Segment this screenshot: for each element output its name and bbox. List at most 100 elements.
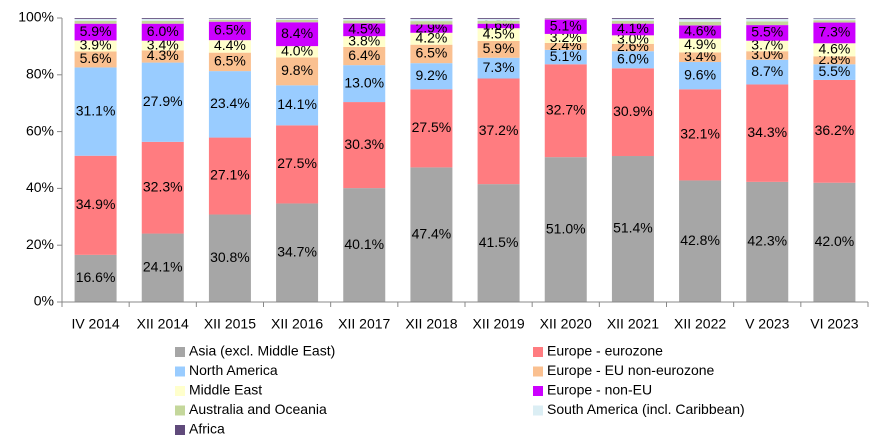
bar-segment (477, 18, 520, 21)
bar-segment (813, 64, 856, 80)
data-label: 42.3% (747, 233, 787, 249)
x-tick-label: XII 2019 (473, 316, 525, 332)
bar-segment (813, 18, 856, 21)
data-label: 34.7% (277, 243, 317, 259)
data-label: 31.1% (76, 102, 116, 118)
bar-segment (544, 18, 587, 20)
x-tick-label: VI 2023 (810, 316, 858, 332)
data-label: 51.4% (613, 220, 653, 236)
legend-swatch (175, 386, 185, 396)
bar-segment (544, 33, 587, 43)
bar-segment (813, 56, 856, 65)
bar-segment (410, 32, 453, 45)
data-label: 9.6% (684, 66, 716, 82)
y-tick-label: 0% (34, 293, 54, 309)
data-label: 5.5% (818, 63, 850, 79)
data-label: 5.1% (550, 48, 582, 64)
bar-segment (208, 214, 251, 302)
bar-segment (410, 24, 453, 33)
data-label: 41.5% (479, 234, 519, 250)
legend-label: North America (189, 362, 278, 378)
data-label: 23.4% (210, 95, 250, 111)
bar-segment (679, 62, 722, 90)
x-tick-label: XII 2016 (271, 316, 323, 332)
data-label: 6.5% (214, 22, 246, 38)
bar-segment (74, 51, 117, 68)
x-tick-label: XII 2015 (204, 316, 256, 332)
bar-segment (477, 20, 520, 24)
bar-segment (477, 28, 520, 42)
data-label: 6.0% (617, 50, 649, 66)
legend-swatch (533, 386, 543, 396)
data-label: 37.2% (479, 122, 519, 138)
bar-segment (477, 41, 520, 58)
x-tick-label: XII 2020 (540, 316, 592, 332)
data-label: 27.5% (277, 155, 317, 171)
data-label: 4.2% (415, 29, 447, 45)
legend-label: Australia and Oceania (189, 401, 327, 417)
bar-segment (746, 40, 789, 52)
bar-segment (746, 21, 789, 26)
y-tick-label: 60% (26, 122, 54, 138)
data-label: 30.9% (613, 103, 653, 119)
bar-segment (141, 233, 184, 302)
data-label: 27.9% (143, 93, 183, 109)
y-tick-label: 80% (26, 66, 54, 82)
bar-segment (74, 254, 117, 302)
bar-segment (477, 57, 520, 79)
data-label: 40.1% (344, 236, 384, 252)
data-label: 8.7% (751, 63, 783, 79)
bar-segment (679, 38, 722, 53)
legend-swatch (533, 405, 543, 416)
bar-segment (813, 18, 856, 19)
bar-segment (679, 52, 722, 63)
bar-segment (208, 21, 251, 41)
bar-segment (141, 50, 184, 63)
data-label: 7.3% (818, 24, 850, 40)
bar-segment (410, 18, 453, 22)
bar-segment (477, 23, 520, 29)
data-label: 24.1% (143, 258, 183, 274)
bar-segment (343, 46, 386, 66)
legend-swatch (175, 405, 185, 416)
bar-segment (410, 21, 453, 25)
bar-segment (544, 157, 587, 302)
data-label: 27.5% (412, 119, 452, 135)
bar-segment (746, 84, 789, 182)
bar-segment (74, 40, 117, 52)
bar-segment (208, 40, 251, 53)
bar-segment (813, 43, 856, 57)
data-label: 32.7% (546, 101, 586, 117)
data-label: 7.3% (483, 59, 515, 75)
bar-segment (141, 62, 184, 142)
bar-segment (410, 44, 453, 64)
bar-segment (74, 20, 117, 24)
bar-segment (276, 203, 319, 302)
bar-segment (343, 36, 386, 47)
legend-label: Africa (189, 421, 225, 437)
bar-segment (813, 182, 856, 302)
data-label: 6.5% (415, 45, 447, 61)
data-label: 32.3% (143, 178, 183, 194)
data-label: 42.8% (680, 232, 720, 248)
legend-swatch (175, 347, 185, 357)
data-label: 27.1% (210, 167, 250, 183)
x-tick-label: XII 2014 (137, 316, 189, 332)
bar-segment (141, 141, 184, 234)
bar-segment (679, 25, 722, 39)
bar-segment (477, 78, 520, 185)
bar-segment (74, 67, 117, 156)
x-tick-label: XII 2017 (338, 316, 390, 332)
bar-segment (611, 20, 654, 24)
bar-segment (141, 18, 184, 21)
bar-segment (141, 18, 184, 19)
bar-segment (611, 156, 654, 302)
data-label: 4.9% (684, 36, 716, 52)
bar-segment (746, 18, 789, 22)
data-label: 6.4% (348, 47, 380, 63)
bar-segment (208, 19, 251, 22)
bar-segment (611, 18, 654, 19)
data-label: 4.3% (147, 47, 179, 63)
bar-segment (276, 18, 319, 20)
